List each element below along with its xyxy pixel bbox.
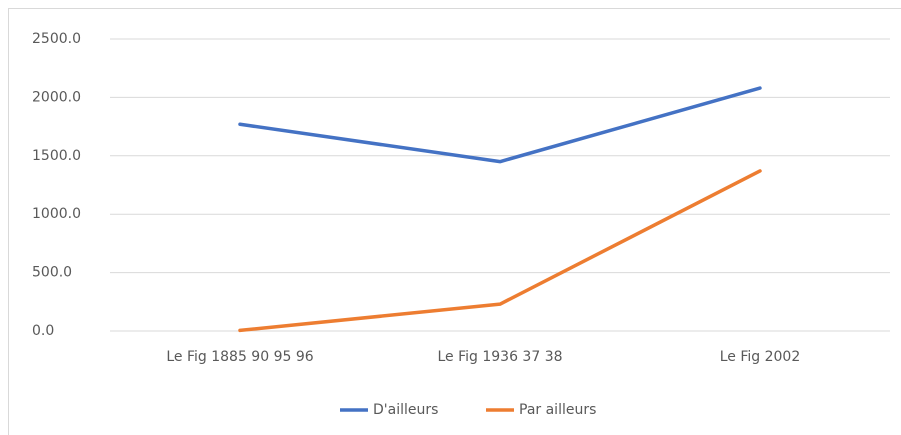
y-tick-label: 2500.0 — [32, 31, 81, 47]
y-tick-label: 1000.0 — [32, 206, 81, 222]
chart-border — [8, 8, 901, 435]
y-tick-label: 2000.0 — [32, 89, 81, 105]
legend-label: D'ailleurs — [373, 402, 438, 418]
series-line — [238, 169, 762, 333]
y-tick-label: 0.0 — [32, 323, 54, 339]
legend-label: Par ailleurs — [519, 402, 596, 418]
y-tick-label: 1500.0 — [32, 148, 81, 164]
x-tick-label: Le Fig 1936 37 38 — [437, 349, 562, 365]
series-line — [238, 86, 762, 164]
x-tick-label: Le Fig 2002 — [720, 349, 801, 365]
x-tick-label: Le Fig 1885 90 95 96 — [166, 349, 313, 365]
y-tick-label: 500.0 — [32, 265, 72, 281]
